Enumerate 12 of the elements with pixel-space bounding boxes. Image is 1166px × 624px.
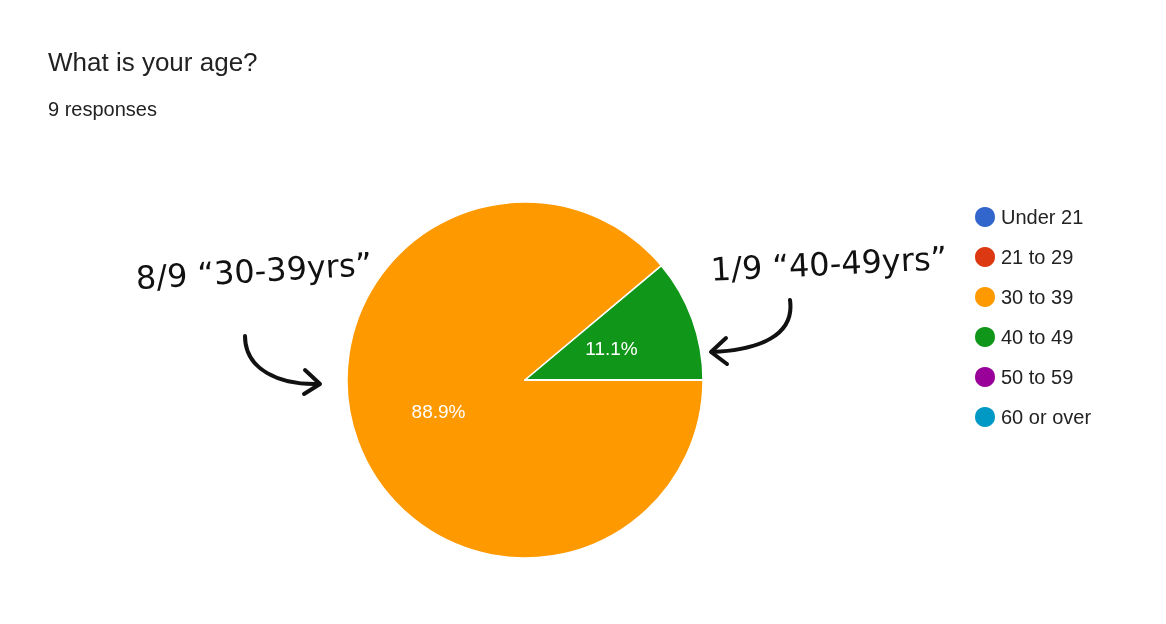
text: 8/9 “30-39yrs” <box>134 245 374 298</box>
legend-label: 30 to 39 <box>1001 286 1074 308</box>
data-label: 11.1% <box>585 338 638 360</box>
text: 9 responses <box>48 98 157 120</box>
legend-label: 40 to 49 <box>1001 326 1074 348</box>
legend-label: Under 21 <box>1001 206 1084 228</box>
legend-label: 60 or over <box>1001 406 1092 428</box>
legend-label: 50 to 59 <box>1001 366 1074 388</box>
data-label: 88.9% <box>411 400 466 422</box>
legend-label: 21 to 29 <box>1001 246 1074 268</box>
text: 1/9 “40-49yrs” <box>709 239 949 289</box>
chart-title: What is your age? <box>48 47 258 77</box>
